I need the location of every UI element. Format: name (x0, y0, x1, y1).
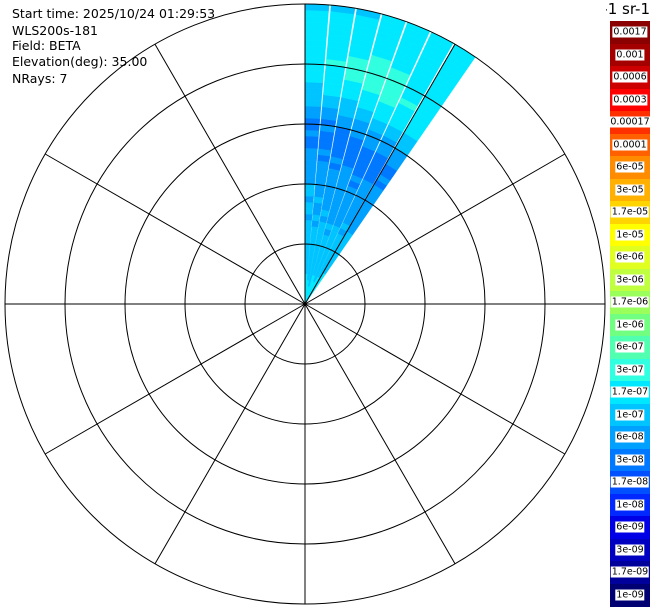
ray-gate-cell (304, 45, 326, 54)
ray-gate-cell (311, 220, 320, 228)
ray-gate-cell (304, 15, 329, 24)
ray-gate-cell (304, 153, 318, 161)
colorbar-tick-label: 3e-05 (615, 184, 645, 196)
ray-gate-cell (304, 87, 323, 95)
ray-gate-cell (304, 75, 324, 83)
colorbar-tick-label: 0.0001 (612, 139, 648, 151)
ray-gate-cell (304, 213, 313, 221)
colorbar-tick-label: 1e-08 (615, 499, 645, 511)
ray-gate-cell (304, 207, 313, 215)
ray-gate-cell (304, 129, 320, 137)
ray-gate-cell (304, 231, 311, 239)
ray-gate-cell (304, 123, 320, 131)
ray-gate-cell (304, 219, 312, 227)
ray-gate-cell (304, 39, 327, 48)
colorbar-tick-label: 3e-08 (615, 454, 645, 466)
ray-gate-cell (304, 99, 322, 107)
colorbar-tick-label: 6e-06 (615, 251, 645, 263)
azimuth-spoke (154, 303, 306, 565)
ray-gate-cell (310, 232, 318, 240)
colorbar-title: m-1 sr-1 (606, 0, 650, 18)
colorbar-tick-label: 1e-07 (615, 409, 645, 421)
ray-gate-cell (304, 27, 328, 36)
ray-sectors (304, 3, 476, 305)
ray-gate-cell (304, 177, 316, 185)
ray-gate-cell (304, 93, 323, 101)
start-time-label: Start time: 2025/10/24 01:29:53 (12, 6, 216, 21)
ray-gate-cell (304, 171, 316, 179)
ray-gate-cell (304, 249, 310, 257)
azimuth-spoke (44, 303, 306, 455)
colorbar-tick-label: 6e-07 (615, 341, 645, 353)
colorbar: 0.0017 0.001 0.0006 0.0003 0.00017 0.0001 6e-0… (609, 21, 650, 607)
ray-gate-cell (304, 105, 322, 113)
colorbar-tick-label: 1.7e-08 (610, 476, 650, 488)
nrays-label: NRays: 7 (12, 71, 68, 86)
instrument-label: WLS200s-181 (12, 23, 98, 38)
ray-gate-cell (304, 111, 321, 119)
ray-gate-cell (304, 243, 311, 251)
colorbar-tick-label: 0.0006 (612, 71, 648, 83)
ray-gate-cell (312, 214, 321, 222)
ray-gate-cell (304, 81, 324, 89)
ray-gate-cell (304, 135, 319, 143)
ray-gate-cell (304, 189, 315, 197)
ray-gate-cell (304, 69, 324, 77)
ray-gate-cell (308, 249, 315, 257)
azimuth-spoke (304, 153, 566, 305)
colorbar-tick-label: 1.7e-06 (610, 296, 650, 308)
azimuth-spoke (44, 153, 306, 305)
azimuth-spoke (304, 303, 456, 565)
colorbar-tick-label: 3e-09 (615, 544, 645, 556)
ray-gate-cell (304, 141, 319, 149)
colorbar-tick-label: 3e-06 (615, 274, 645, 286)
field-label: Field: BETA (12, 38, 81, 53)
elevation-label: Elevation(deg): 35.00 (12, 54, 148, 69)
ray-gate-cell (304, 51, 326, 59)
ppi-plot (4, 3, 606, 605)
ray-gate-cell (304, 159, 317, 167)
colorbar-tick-label: 6e-09 (615, 521, 645, 533)
ray-gate-cell (304, 261, 309, 269)
colorbar-tick-label: 0.0003 (612, 94, 648, 106)
azimuth-spoke (304, 303, 566, 455)
ray-gate-cell (304, 9, 329, 18)
colorbar-tick-label: 1e-06 (615, 319, 645, 331)
colorbar-tick-label: 6e-05 (615, 161, 645, 173)
ray-gate-cell (304, 33, 327, 42)
ray-gate-cell (304, 255, 310, 263)
ray-gate-cell (312, 208, 322, 216)
colorbar-tick-label: 0.00017 (609, 116, 650, 128)
ray-gate-cell (304, 225, 312, 233)
colorbar-tick-label: 1.7e-07 (610, 386, 650, 398)
colorbar-tick-label: 0.001 (615, 49, 645, 61)
ray-gate-cell (304, 21, 328, 30)
colorbar-tick-label: 1e-05 (615, 229, 645, 241)
colorbar-tick-label: 1e-09 (615, 589, 645, 601)
colorbar-tick-label: 1.7e-09 (610, 566, 650, 578)
colorbar-tick-label: 0.0017 (612, 26, 648, 38)
ray-gate-cell (304, 183, 315, 191)
azimuth-spoke (304, 43, 456, 305)
colorbar-tick-label: 1.7e-05 (610, 206, 650, 218)
colorbar-tick-label: 3e-07 (615, 364, 645, 376)
ray-gate-cell (311, 226, 319, 234)
polar-grid (4, 3, 606, 605)
ray-gate-cell (304, 165, 317, 173)
ray-gate-cell (304, 195, 314, 203)
colorbar-tick-label: 6e-08 (615, 431, 645, 443)
ray-gate-cell (304, 201, 314, 209)
azimuth-spoke (154, 43, 306, 305)
ray-gate-cell (304, 147, 318, 155)
ray-gate-cell (304, 237, 311, 245)
